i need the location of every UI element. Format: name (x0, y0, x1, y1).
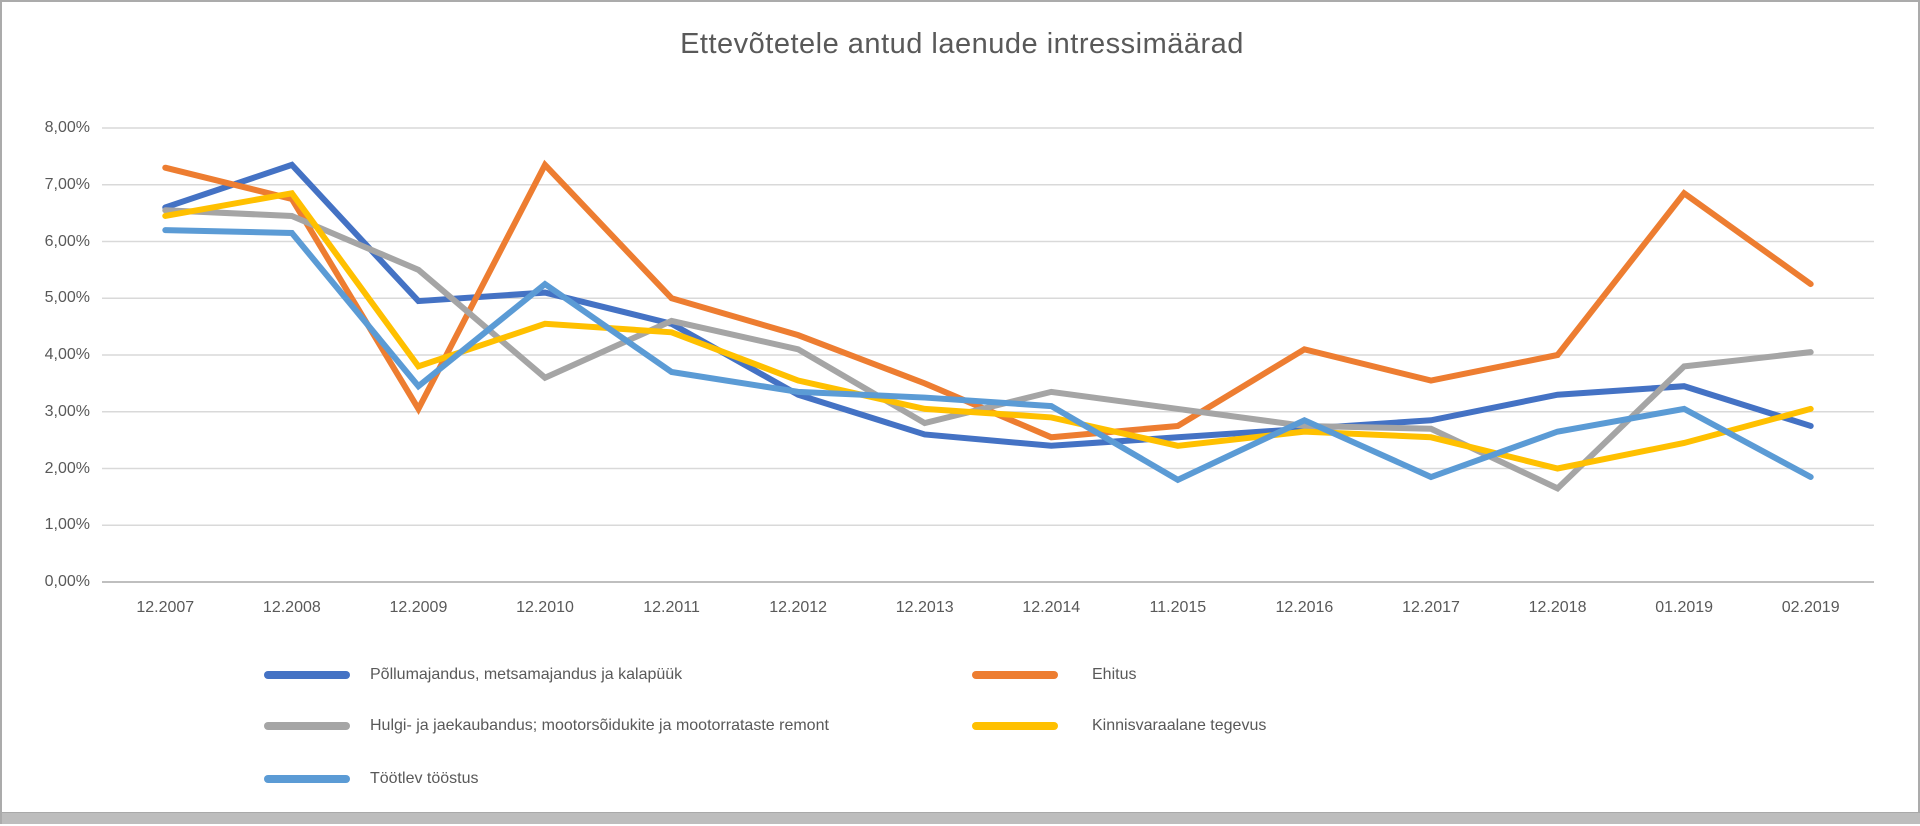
y-axis-tick-label: 0,00% (44, 573, 90, 590)
legend-label: Kinnisvaraalane tegevus (1092, 717, 1267, 734)
y-axis-tick-label: 5,00% (44, 289, 90, 307)
x-axis-tick-label: 12.2008 (262, 599, 321, 616)
x-axis-tick-label: 12.2009 (389, 599, 448, 616)
x-axis-tick-label: 12.2011 (643, 599, 700, 616)
y-axis-tick-label: 8,00% (44, 119, 90, 136)
y-axis-tick-label: 3,00% (44, 402, 90, 420)
x-axis-tick-label: 12.2014 (1022, 599, 1081, 616)
legend-label: Töötlev tööstus (370, 770, 479, 787)
legend-label: Ehitus (1092, 666, 1137, 683)
y-axis-tick-label: 7,00% (44, 175, 90, 193)
x-axis-tick-label: 12.2013 (895, 599, 954, 616)
series-line-hulgi-ja-jaekaubandus-mootors- (162, 207, 1814, 492)
x-axis-tick-label: 12.2016 (1275, 599, 1334, 616)
legend-swatch (264, 775, 350, 783)
chart-title: Ettevõtetele antud laenude intressimäära… (680, 28, 1244, 60)
legend-swatch (264, 671, 350, 679)
x-axis-tick-label: 02.2019 (1781, 599, 1840, 616)
x-axis-tick-label: 12.2017 (1402, 599, 1460, 616)
y-axis-tick-label: 2,00% (44, 459, 90, 477)
x-axis-tick-label: 01.2019 (1655, 599, 1714, 616)
y-axis-tick-label: 1,00% (44, 516, 90, 534)
y-axis-tick-label: 6,00% (44, 232, 90, 250)
x-axis-tick-label: 12.2018 (1528, 599, 1587, 616)
y-axis-tick-label: 4,00% (44, 346, 90, 363)
legend-label: Hulgi- ja jaekaubandus; mootorsõidukite … (370, 717, 829, 734)
legend-swatch (264, 722, 350, 730)
legend-label: Põllumajandus, metsamajandus ja kalapüük (370, 666, 683, 683)
legend-swatch (972, 671, 1058, 679)
series-line-kinnisvaraalane-tegevus (162, 189, 1814, 472)
x-axis-tick-label: 12.2012 (769, 599, 828, 616)
legend-swatch (972, 722, 1058, 730)
x-axis-tick-label: 12.2007 (136, 599, 195, 616)
series-line-t-tlev-t-stus (162, 227, 1814, 484)
x-axis-tick-label: 12.2010 (516, 599, 574, 616)
bottom-edge-strip (2, 812, 1920, 824)
series-line-p-llumajandus-metsamajandus-ja (162, 161, 1814, 449)
x-axis-tick-label: 11.2015 (1149, 599, 1207, 616)
